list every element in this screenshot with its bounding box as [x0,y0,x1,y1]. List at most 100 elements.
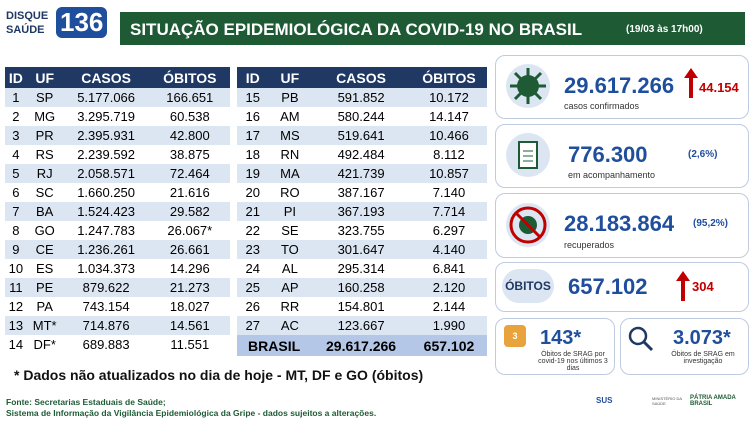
srag-investigation-value: 3.073* [673,327,731,349]
table-cell: MS [268,126,312,145]
government-logo: PÁTRIA AMADA BRASIL [690,395,736,407]
confirmed-label: casos confirmados [564,101,640,111]
table-row: 13 MT* 714.876 14.561 [5,316,230,335]
table-cell: AL [281,261,298,276]
table-cell: RJ [26,164,63,183]
table-cell: MG [34,109,56,124]
table-cell: 17 [237,126,269,145]
table-cell: 1.236.261 [62,240,150,259]
table-cell: PA [36,299,53,314]
table-cell: 12 [8,299,24,314]
table-cell: PE [26,278,63,297]
column-header: ÓBITOS [149,67,230,88]
table-cell: 4.140 [410,240,487,259]
table-cell: 18.027 [169,299,210,314]
table-cell: 2.058.571 [62,164,150,183]
table-cell: 15 [237,88,269,107]
table-cell: 26.661 [149,240,230,259]
logo: DISQUE SAÚDE 136 [6,7,108,41]
table-cell: 11 [5,278,27,297]
recovered-label: recuperados [564,240,615,250]
date: (19/03 às 17h00) [626,24,703,35]
table-cell: 166.651 [149,88,230,107]
monitoring-label: em acompanhamento [568,170,656,180]
table-row: 21 PI 367.193 7.714 [237,202,487,221]
table-row: 19 MA 421.739 10.857 [237,164,487,183]
up-arrow [684,68,698,98]
magnifier-icon [628,326,654,352]
table-cell: 7 [5,202,27,221]
card-monitoring: 776.300 (2,6%) em acompanhamento [495,124,749,188]
table-cell: ES [36,261,54,276]
header-row: ID UF CASOS ÓBITOS [237,67,487,88]
table-cell: 580.244 [337,109,385,124]
table-cell: 2 [12,109,20,124]
deaths-title: ÓBITOS [502,269,554,303]
table-row: 18 RN 492.484 8.112 [237,145,487,164]
column-header: UF [268,67,312,88]
column-header: ID [237,67,269,88]
card-srag-recent: 3 143* Óbitos de SRAG por covid-19 nos ú… [495,318,615,375]
table-cell: RO [280,185,300,200]
table-cell: 3.295.719 [77,109,136,124]
table-cell: AC [268,316,312,335]
table-cell: 879.622 [62,278,150,297]
table-cell: 323.755 [337,223,385,238]
table-cell: 11.551 [170,337,210,352]
confirmed-increase: 44.154 [699,80,739,95]
table-cell: 16 [245,109,261,124]
column-header: CASOS [311,67,411,88]
table-row: 14 DF* 689.883 11.551 [5,335,230,354]
table-row: 4 RS 2.239.592 38.875 [5,145,230,164]
table-cell: 7.714 [410,202,487,221]
table-cell: 1.990 [410,316,487,335]
table-cell: 6.297 [432,223,466,238]
table-cell: 8.112 [433,147,465,162]
calendar-badge: 3 [504,325,526,347]
card-srag-investigation: 3.073* Óbitos de SRAG em investigação [620,318,749,375]
table-row: 16 AM 580.244 14.147 [237,107,487,126]
ministry-logo: MINISTÉRIO DA SAÚDE [652,396,682,406]
table-row: 7 BA 1.524.423 29.582 [5,202,230,221]
table-row: 24 AL 295.314 6.841 [237,259,487,278]
sus-logo: SUS [596,396,613,405]
table-cell: 13 [5,316,27,335]
footer-source: Fonte: Secretarias Estaduais de Saúde; [6,397,166,407]
table-cell: 2.144 [432,299,466,314]
srag-recent-value: 143* [540,327,582,349]
table-row: 5 RJ 2.058.571 72.464 [5,164,230,183]
table-cell: PI [268,202,312,221]
table-cell: 387.167 [337,185,385,200]
table-row: 3 PR 2.395.931 42.800 [5,126,230,145]
table-cell: MT* [26,316,63,335]
table-cell: 14.296 [169,261,210,276]
table-cell: 2.120 [410,278,487,297]
table-cell: 26 [245,299,261,314]
table-cell: 18 [245,147,261,162]
table-cell: 29.582 [149,202,230,221]
table-row: 1 SP 5.177.066 166.651 [5,88,230,107]
title-bar: SITUAÇÃO EPIDEMIOLÓGICA DA COVID-19 NO B… [120,12,745,45]
table-cell: 22 [245,223,261,238]
table-cell: BA [26,202,63,221]
table-cell: SC [35,185,54,200]
table-cell: 21 [237,202,269,221]
table-row: 20 RO 387.167 7.140 [237,183,487,202]
deaths-value: 657.102 [568,274,648,299]
table-cell: 1.247.783 [77,223,136,238]
up-arrow [676,271,690,301]
total-cell: 657.102 [410,335,487,356]
table-cell: 21.616 [169,185,210,200]
column-header: ÓBITOS [410,67,487,88]
table-cell: 1 [5,88,27,107]
table-cell: 10 [8,261,24,276]
table-cell: MA [268,164,312,183]
table-cell: 1.660.250 [77,185,136,200]
table-cell: 8 [12,223,20,238]
table-row: 22 SE 323.755 6.297 [237,221,487,240]
deaths-increase: 304 [692,279,714,294]
table-cell: 14 [8,337,24,352]
table-cell: 367.193 [311,202,411,221]
note: * Dados não atualizados no dia de hoje -… [14,367,424,383]
